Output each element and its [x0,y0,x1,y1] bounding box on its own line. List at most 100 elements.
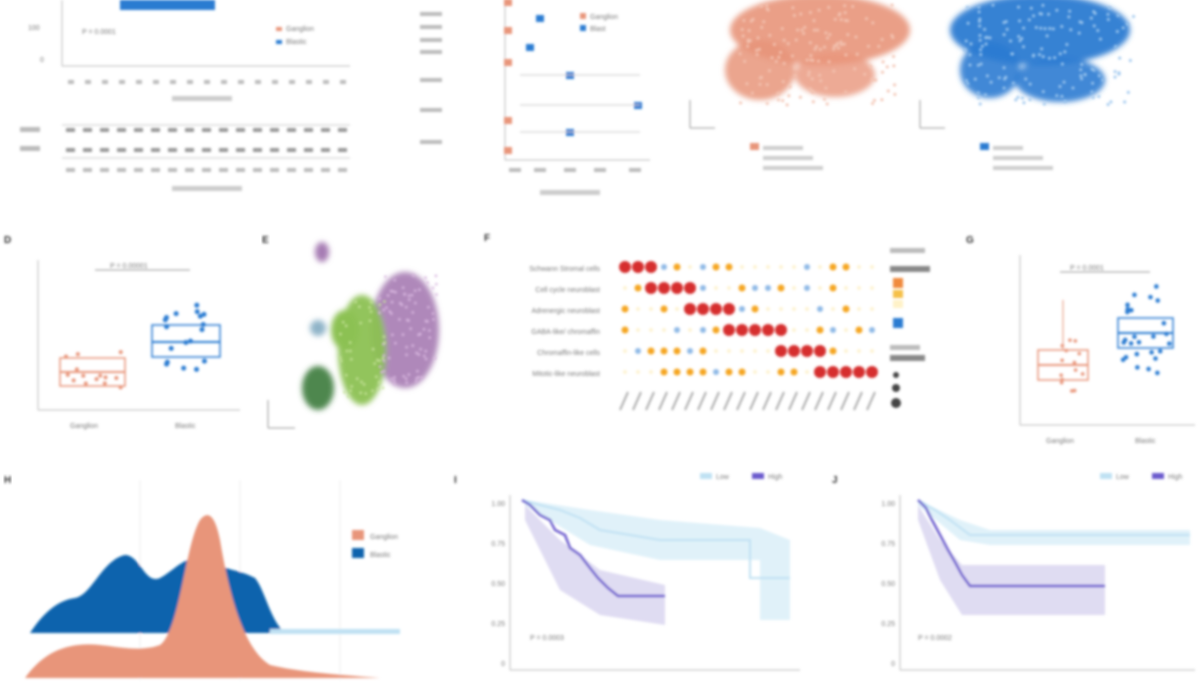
panel-b-point [504,147,512,154]
panel-c-point [983,27,987,31]
panel-f-dot [619,261,631,273]
panel-c-point [871,21,875,25]
panel-e-point [359,321,362,325]
panel-a-tick [340,80,346,84]
panel-e-point [413,289,417,292]
panel-c-point [977,96,981,100]
panel-c-point [780,27,784,31]
panel-f-dot [687,348,693,354]
panel-c-point [978,17,982,21]
panel-c-point [1002,66,1006,70]
panel-c-point [786,42,790,46]
panel-c-point [890,33,894,37]
panel-f-dot [621,305,629,313]
panel-f-dot [649,307,653,311]
panel-c-point [892,54,896,58]
panel-c-point [968,53,972,57]
panel-c-point [1113,70,1117,74]
panel-d-point [103,375,108,380]
panel-f-dot [660,305,668,313]
panel-g-pvalue: P = 0.0001 [1070,265,1104,272]
panel-f-dot [788,345,800,357]
panel-d: D P = 0.00001 Ganglion Blastic [4,235,240,430]
panel-c [689,0,1136,170]
panel-c-point [1034,25,1038,29]
panel-c-point [1106,102,1110,106]
panel-f: F Schwann Stromal cells Cell cycle neurob… [484,233,930,411]
panel-d-point [197,313,203,319]
panel-c-point [1123,100,1127,104]
panel-c-point [1010,52,1014,56]
panel-a-table-cell [236,168,245,172]
panel-c-point [746,44,750,48]
panel-j-y-ticks: 1.00 0.75 0.50 0.25 0 [881,501,895,668]
panel-d-point [118,350,123,355]
panel-f-dot [840,366,852,378]
panel-f-dots [619,261,878,378]
panel-f-dot [727,286,731,290]
panel-f-dot [700,264,706,270]
panel-j-curve-high [917,499,1105,588]
panel-e-point [376,358,379,362]
panel-b-row-label [420,108,442,112]
panel-b-point [504,117,512,124]
panel-f-dot [661,264,667,270]
panel-e-point [414,301,417,305]
panel-a-table-cell [236,128,245,132]
panel-f-x-tick [619,391,629,411]
panel-g-point [1153,356,1158,361]
panel-c-point [742,18,746,22]
panel-c-point [969,42,973,46]
panel-c-point [1005,27,1009,31]
panel-c-point [814,44,818,48]
panel-e-point [349,349,352,353]
panel-c-point [863,72,867,76]
panel-e-point [409,327,412,330]
panel-c-point [1009,39,1013,43]
panel-f-dot [632,261,644,273]
panel-e-point [406,318,409,322]
panel-c-point [739,101,743,105]
panel-b-legend-1: Ganglion [590,14,618,21]
panel-c-point [1068,9,1072,13]
panel-f-dot [623,370,627,374]
panel-c-point [794,38,798,42]
panel-a-table-cell [100,128,109,132]
panel-e-point [423,354,426,358]
panel-f-dot [870,286,874,290]
panel-c-point [968,63,972,67]
panel-c-point [1108,6,1112,10]
panel-a-table-cell [202,128,211,132]
panel-g-point [1060,358,1064,363]
panel-c-point [1027,18,1031,22]
panel-d-pvalue: P = 0.00001 [110,263,148,270]
panel-i-legend-1: Low [716,474,730,481]
panel-a-table-cell [287,128,296,132]
panel-e-point [387,356,391,360]
panel-a-table-cell [185,128,194,132]
panel-c-point [767,69,771,73]
panel-c-point [978,102,982,106]
panel-f-x-tick [840,391,850,411]
panel-c-point [1096,29,1100,33]
panel-e-point [378,359,381,363]
panel-e-point [431,286,435,290]
panel-d-point [102,381,107,386]
panel-e-point [433,356,437,360]
panel-c-point [816,28,820,32]
panel-c-point [1069,28,1073,32]
panel-b-legend-2: Blast [590,26,606,33]
panel-e-point [414,380,418,383]
panel-d-point [181,365,187,371]
panel-e-point [416,369,419,373]
panel-c-point [793,73,797,77]
panel-g-point [1070,389,1074,393]
panel-d-point [65,372,70,377]
panel-c-point [1121,26,1125,30]
panel-c-point [1083,72,1087,76]
panel-c-point [756,36,760,40]
panel-i: I Low High 1.00 0.75 0.50 0.25 0 P = 0.0003 [454,473,800,671]
panel-c-point [1022,101,1026,105]
panel-b: Ganglion Blast [420,0,650,195]
